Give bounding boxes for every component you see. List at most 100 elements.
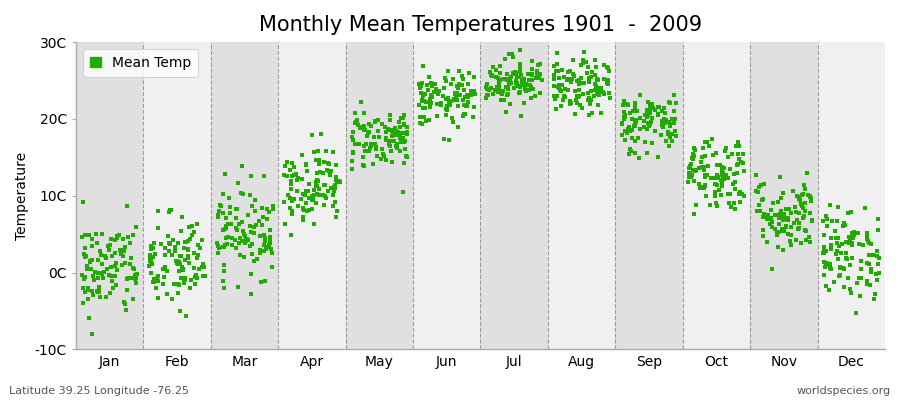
- Point: [283, 167, 297, 173]
- Point: [177, 277, 192, 283]
- Point: [709, 174, 724, 180]
- Point: [177, 239, 192, 245]
- Point: [86, 292, 100, 298]
- Point: [385, 128, 400, 134]
- Point: [217, 262, 231, 269]
- Point: [143, 252, 157, 258]
- Point: [331, 178, 346, 184]
- Point: [500, 76, 515, 82]
- Point: [166, 237, 180, 243]
- Point: [756, 226, 770, 233]
- Point: [615, 132, 629, 138]
- Point: [462, 70, 476, 76]
- Point: [864, 266, 878, 272]
- Point: [766, 200, 780, 206]
- Point: [328, 184, 342, 190]
- Point: [495, 90, 509, 97]
- Point: [655, 118, 670, 124]
- Point: [181, 246, 195, 252]
- Point: [80, 263, 94, 270]
- Point: [532, 74, 546, 81]
- Point: [157, 274, 171, 280]
- Point: [664, 116, 679, 122]
- Point: [247, 224, 261, 231]
- Point: [129, 280, 143, 286]
- Point: [310, 200, 324, 206]
- Point: [774, 208, 788, 214]
- Point: [496, 76, 510, 83]
- Point: [455, 82, 470, 88]
- Point: [587, 93, 601, 99]
- Point: [502, 51, 517, 57]
- Point: [830, 218, 844, 224]
- Point: [616, 102, 630, 108]
- Point: [622, 151, 636, 157]
- Point: [310, 183, 324, 189]
- Point: [562, 68, 577, 75]
- Point: [442, 99, 456, 106]
- Point: [491, 85, 506, 91]
- Point: [775, 217, 789, 224]
- Point: [142, 263, 157, 269]
- Point: [230, 206, 244, 212]
- Point: [332, 178, 347, 184]
- Point: [556, 96, 571, 103]
- Point: [382, 143, 397, 149]
- Point: [391, 128, 405, 135]
- Point: [628, 121, 643, 127]
- Point: [323, 172, 338, 178]
- Point: [583, 100, 598, 107]
- Point: [601, 64, 616, 71]
- Point: [585, 109, 599, 116]
- Point: [367, 140, 382, 147]
- Point: [411, 101, 426, 108]
- Point: [817, 258, 832, 265]
- Point: [439, 107, 454, 113]
- Point: [248, 197, 263, 204]
- Point: [716, 176, 731, 182]
- Point: [75, 234, 89, 240]
- Point: [213, 202, 228, 208]
- Point: [513, 88, 527, 95]
- Point: [181, 260, 195, 266]
- Point: [455, 97, 470, 104]
- Point: [311, 147, 326, 154]
- Point: [85, 243, 99, 249]
- Point: [260, 206, 274, 212]
- Point: [547, 76, 562, 82]
- Point: [212, 214, 226, 220]
- Point: [451, 103, 465, 110]
- Point: [737, 168, 751, 174]
- Point: [85, 331, 99, 337]
- Point: [382, 141, 397, 148]
- Point: [637, 124, 652, 131]
- Point: [701, 143, 716, 149]
- Point: [436, 93, 450, 99]
- Point: [567, 88, 581, 94]
- Point: [416, 91, 430, 98]
- Point: [92, 289, 106, 296]
- Point: [500, 92, 515, 98]
- Point: [446, 118, 461, 125]
- Point: [258, 246, 273, 253]
- Point: [307, 187, 321, 193]
- Point: [629, 117, 643, 123]
- Point: [219, 215, 233, 221]
- Point: [298, 192, 312, 198]
- Point: [733, 189, 747, 196]
- Point: [719, 172, 733, 178]
- Point: [661, 131, 675, 137]
- Point: [620, 130, 634, 136]
- Point: [174, 253, 188, 260]
- Point: [108, 237, 122, 244]
- Point: [663, 122, 678, 129]
- Point: [484, 73, 499, 79]
- Point: [828, 228, 842, 234]
- Point: [798, 200, 813, 206]
- Point: [186, 229, 201, 235]
- Point: [448, 92, 463, 99]
- Point: [590, 91, 604, 98]
- Point: [696, 144, 710, 151]
- Point: [230, 284, 245, 290]
- Point: [447, 90, 462, 96]
